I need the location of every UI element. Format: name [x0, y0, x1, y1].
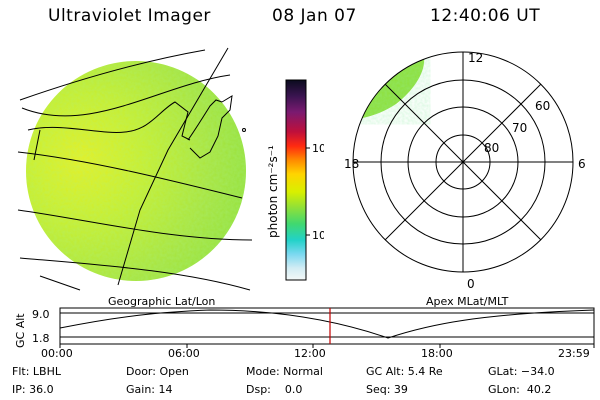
app-title: Ultraviolet Imager — [48, 6, 211, 26]
info-flt: Flt: LBHL — [12, 365, 61, 378]
info-glon: GLon: 40.2 — [488, 383, 552, 396]
colorbar-label-10: 10 — [312, 229, 324, 242]
info-mode: Mode: Normal — [246, 365, 323, 378]
info-gain: Gain: 14 — [126, 383, 173, 396]
timeline-frame — [59, 307, 595, 345]
info-glat: GLat: −34.0 — [488, 365, 555, 378]
polar-grid — [352, 51, 574, 273]
time-label: 12:40:06 UT — [430, 6, 541, 26]
colorbar: 100 10 photon cm⁻²s⁻¹ — [266, 79, 324, 281]
info-dsp: Dsp: 0.0 — [246, 383, 303, 396]
info-seq: Seq: 39 — [366, 383, 408, 396]
image-noise — [26, 61, 246, 281]
altitude-curve — [59, 309, 595, 339]
left-panel-caption: Geographic Lat/Lon — [108, 295, 216, 308]
mlt-label-12: 12 — [468, 51, 483, 65]
timeline-y-tick-low: 1.8 — [32, 332, 50, 345]
polar-plot: 12 0 18 6 60 70 80 — [344, 51, 586, 291]
mlat-label-80: 80 — [484, 141, 499, 155]
info-ip: IP: 36.0 — [12, 383, 54, 396]
mlat-label-60: 60 — [535, 99, 550, 113]
timeline-x-tick-1200: 12:00 — [294, 347, 326, 360]
island-marker — [242, 128, 246, 132]
timeline-x-tick-2359: 23:59 — [558, 347, 590, 360]
lat-lon-grid — [17, 47, 253, 291]
colorbar-gradient — [285, 79, 307, 281]
timeline-y-tick-high: 9.0 — [32, 308, 50, 321]
mlt-label-18: 18 — [344, 157, 359, 171]
timeline-x-tick-1800: 18:00 — [421, 347, 453, 360]
coastline — [27, 95, 233, 161]
timeline-plot: GC Alt 9.0 1.8 — [14, 307, 595, 348]
date-label: 08 Jan 07 — [272, 6, 357, 26]
right-panel-caption: Apex MLat/MLT — [426, 295, 509, 308]
info-door: Door: Open — [126, 365, 189, 378]
mlt-label-6: 6 — [578, 157, 586, 171]
mlt-label-0: 0 — [467, 277, 475, 291]
polar-aurora-noise — [362, 56, 425, 118]
timeline-x-tick-0000: 00:00 — [41, 347, 73, 360]
info-gc-alt: GC Alt: 5.4 Re — [366, 365, 443, 378]
colorbar-label-100: 100 — [312, 142, 324, 155]
colorbar-unit-label: photon cm⁻²s⁻¹ — [266, 145, 280, 238]
timeline-y-title: GC Alt — [14, 313, 27, 348]
mlat-label-70: 70 — [512, 121, 527, 135]
timeline-x-tick-0600: 06:00 — [168, 347, 200, 360]
timeline-ticks — [59, 312, 595, 348]
geographic-image — [17, 47, 253, 291]
